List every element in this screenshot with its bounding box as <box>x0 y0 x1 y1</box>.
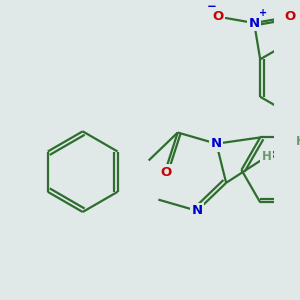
Text: H: H <box>296 135 300 148</box>
Text: O: O <box>284 11 296 23</box>
Text: O: O <box>213 11 224 23</box>
Text: N: N <box>211 137 222 150</box>
Text: H: H <box>262 150 272 163</box>
Text: −: − <box>206 0 216 13</box>
Text: +: + <box>259 8 267 18</box>
Text: O: O <box>160 166 172 179</box>
Text: N: N <box>191 204 203 217</box>
Text: N: N <box>249 16 260 29</box>
